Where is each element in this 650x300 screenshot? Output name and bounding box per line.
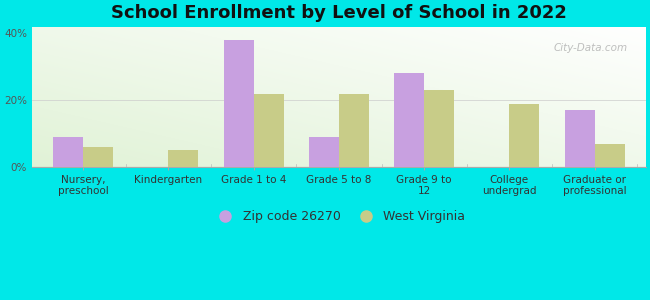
Bar [339, 94, 369, 167]
Bar [254, 94, 283, 167]
Bar [424, 90, 454, 167]
Title: School Enrollment by Level of School in 2022: School Enrollment by Level of School in … [111, 4, 567, 22]
Legend: Zip code 26270, West Virginia: Zip code 26270, West Virginia [208, 206, 470, 229]
Text: City-Data.com: City-Data.com [553, 44, 627, 53]
Bar [53, 137, 83, 167]
Bar [168, 151, 198, 167]
Bar [83, 147, 113, 167]
Bar [224, 40, 254, 167]
Bar [395, 74, 424, 167]
Bar [309, 137, 339, 167]
Bar [565, 110, 595, 167]
Bar [595, 144, 625, 167]
Bar [510, 103, 540, 167]
